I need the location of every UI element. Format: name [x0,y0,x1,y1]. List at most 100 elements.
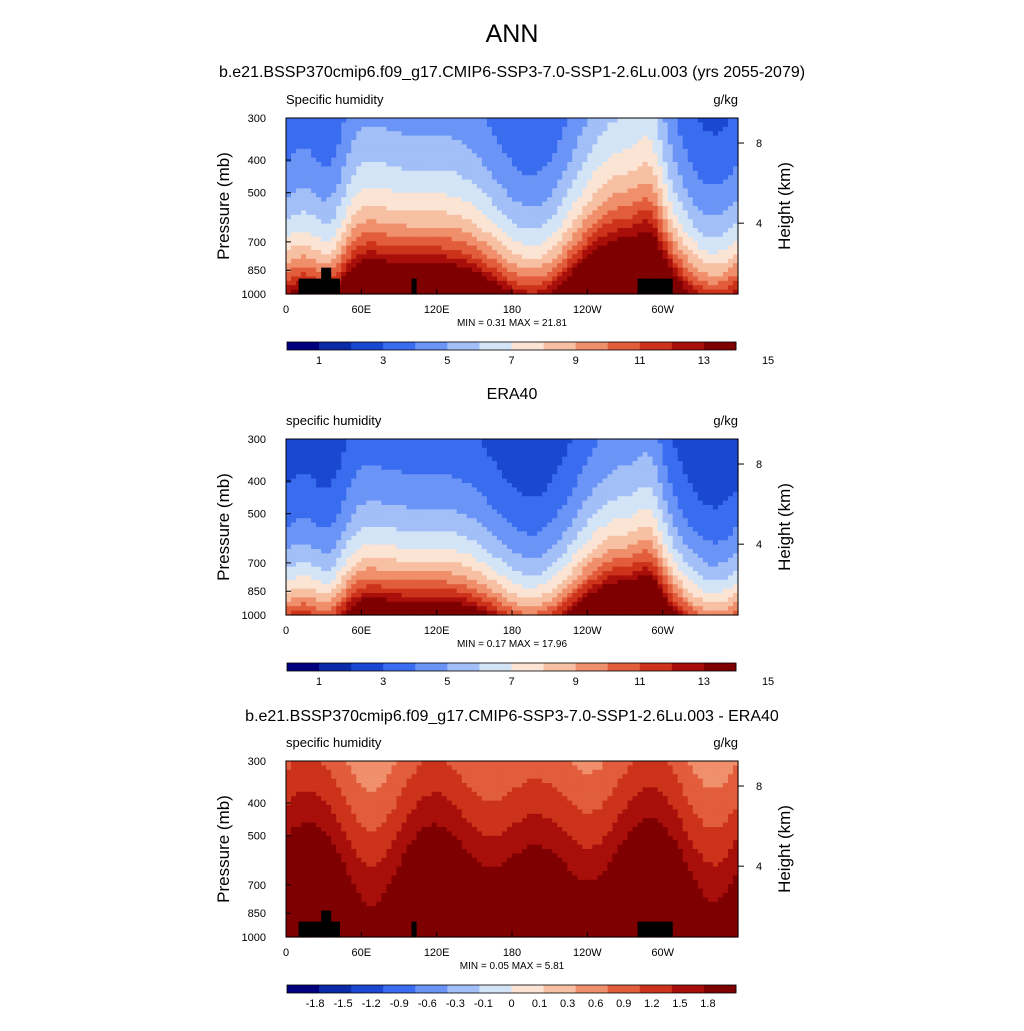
contour-cell [391,448,397,453]
contour-cell [713,153,719,158]
contour-cell [537,122,543,127]
contour-cell [587,219,593,224]
contour-cell [522,219,528,224]
contour-cell [376,492,382,497]
contour-cell [703,166,709,171]
contour-cell [286,136,292,141]
contour-cell [607,171,613,176]
contour-cell [361,518,367,523]
contour-cell [643,122,649,127]
contour-cell [437,584,443,589]
contour-cell [356,206,362,211]
contour-cell [321,443,327,448]
contour-cell [316,162,322,167]
contour-cell [452,272,458,277]
contour-cell [442,263,448,268]
contour-cell [386,180,392,185]
contour-cell [316,452,322,457]
contour-cell [286,584,292,589]
contour-cell [643,140,649,145]
contour-cell [572,202,578,207]
contour-cell [612,158,618,163]
contour-cell [703,268,709,273]
contour-cell [617,184,623,189]
contour-cell [477,259,483,264]
contour-cell [447,241,453,246]
contour-cell [457,268,463,273]
contour-cell [617,122,623,127]
contour-cell [316,180,322,185]
contour-cell [492,232,498,237]
contour-cell [522,232,528,237]
contour-cell [442,567,448,572]
contour-cell [643,144,649,149]
contour-cell [381,158,387,163]
contour-cell [587,140,593,145]
contour-cell [437,571,443,576]
contour-cell [326,580,332,585]
contour-cell [391,276,397,281]
contour-cell [407,237,413,242]
contour-cell [412,268,418,273]
contour-cell [587,228,593,233]
contour-cell [638,188,644,193]
contour-cell [587,250,593,255]
contour-cell [452,149,458,154]
contour-cell [396,246,402,251]
contour-cell [673,122,679,127]
contour-cell [346,527,352,532]
contour-cell [336,193,342,198]
contour-cell [376,237,382,242]
contour-cell [417,474,423,479]
contour-cell [341,268,347,273]
contour-cell [316,606,322,611]
contour-cell [462,175,468,180]
contour-cell [607,127,613,132]
contour-cell [502,215,508,220]
contour-cell [427,118,433,123]
contour-cell [402,487,408,492]
contour-cell [562,272,568,277]
contour-cell [331,509,337,514]
contour-cell [407,549,413,554]
contour-cell [723,131,729,136]
contour-cell [427,501,433,506]
contour-cell [572,241,578,246]
contour-cell [391,465,397,470]
contour-cell [567,175,573,180]
contour-cell [552,246,558,251]
contour-cell [437,589,443,594]
contour-cell [633,206,639,211]
contour-cell [361,131,367,136]
contour-cell [517,268,523,273]
contour-cell [432,443,438,448]
contour-cell [326,575,332,580]
contour-cell [422,166,428,171]
contour-cell [512,184,518,189]
contour-cell [301,197,307,202]
contour-cell [602,276,608,281]
contour-cell [527,149,533,154]
contour-cell [366,562,372,567]
contour-cell [376,448,382,453]
contour-cell [316,571,322,576]
contour-cell [311,202,317,207]
contour-cell [361,523,367,528]
contour-cell [432,496,438,501]
contour-cell [497,210,503,215]
contour-cell [381,224,387,229]
contour-cell [386,448,392,453]
contour-cell [386,184,392,189]
contour-cell [376,202,382,207]
contour-cell [351,474,357,479]
contour-cell [316,575,322,580]
contour-cell [306,474,312,479]
contour-cell [527,166,533,171]
contour-cell [417,210,423,215]
contour-cell [391,246,397,251]
contour-cell [467,175,473,180]
contour-cell [673,188,679,193]
contour-cell [683,241,689,246]
contour-cell [316,272,322,277]
contour-cell [381,452,387,457]
